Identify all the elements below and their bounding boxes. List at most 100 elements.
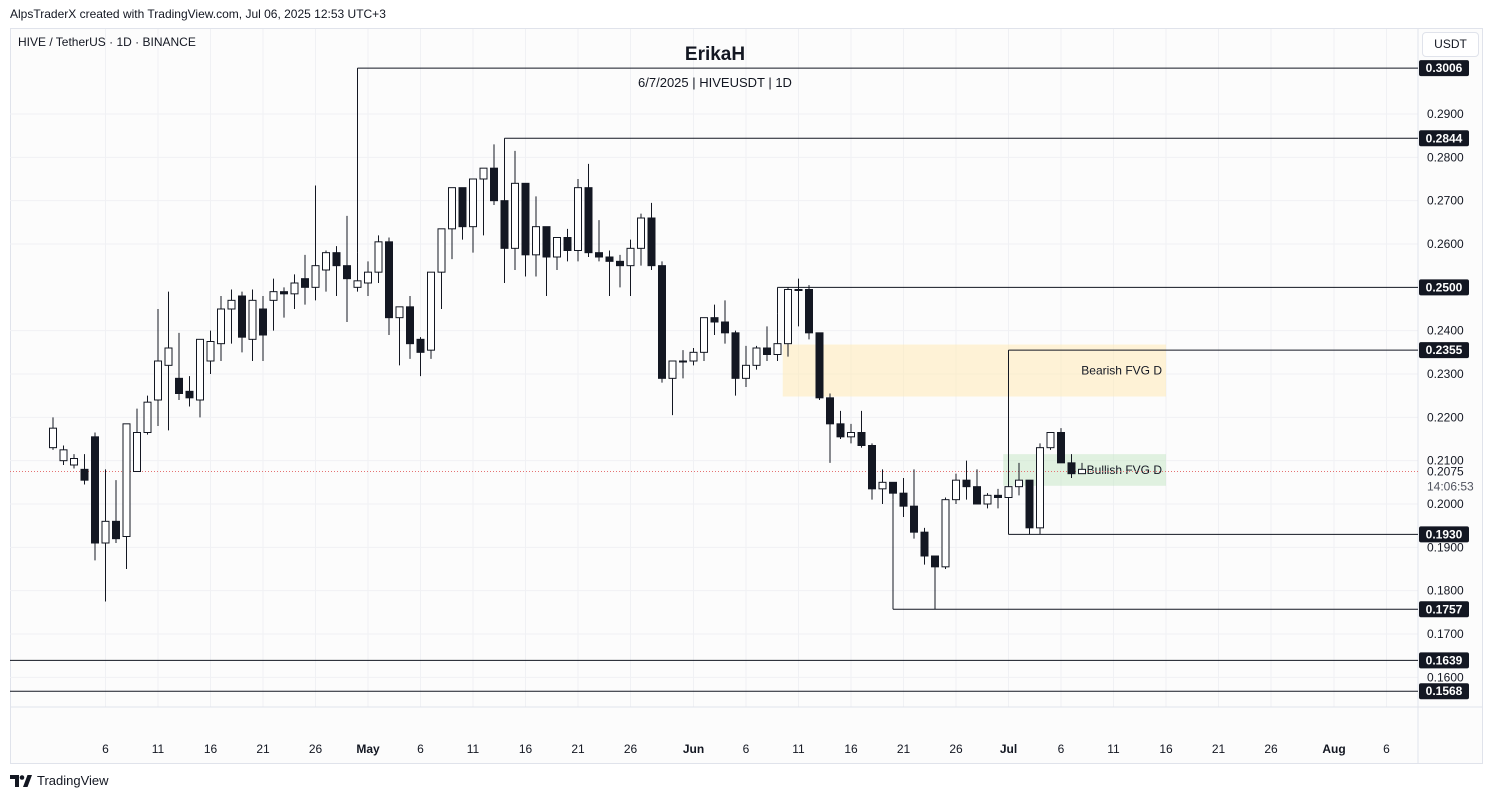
y-tick-label: 0.2600: [1427, 237, 1464, 251]
candle-body-bullish: [626, 247, 635, 267]
price-badge-label: 0.2355: [1426, 343, 1463, 357]
candle-body-bullish: [479, 167, 488, 180]
candle-body-bullish: [784, 289, 792, 345]
x-tick-label: 11: [1107, 742, 1120, 756]
candle-body-bullish: [322, 252, 330, 271]
candle-body-bullish: [311, 265, 320, 288]
candle-body-bearish: [542, 226, 551, 258]
price-badge-label: 0.1568: [1426, 684, 1463, 698]
candle-body-bullish: [364, 271, 372, 284]
y-tick-label: 0.2300: [1427, 367, 1464, 381]
candle-body-bullish: [49, 427, 57, 449]
candle-body-bearish: [931, 555, 939, 568]
candle-body-bearish: [595, 252, 603, 258]
countdown-label: 14:06:53: [1427, 480, 1474, 494]
candle-body-bearish: [647, 217, 656, 267]
candle-body-bearish: [175, 377, 183, 395]
x-tick-label: 21: [897, 742, 911, 756]
candle-body-bullish: [206, 341, 215, 362]
candle-body-bullish: [164, 347, 173, 366]
candle-body-bullish: [395, 306, 404, 319]
price-badge-label: 0.2500: [1426, 280, 1463, 294]
candle-body-bearish: [584, 187, 593, 254]
candle-body-bearish: [458, 187, 467, 228]
chart-subtitle: 6/7/2025 | HIVEUSDT | 1D: [638, 75, 792, 90]
y-tick-label: 0.2400: [1427, 324, 1464, 338]
candle-body-bearish: [385, 241, 393, 319]
x-tick-label: 11: [152, 742, 165, 756]
candle-body-bullish: [511, 182, 519, 249]
price-badge: [1419, 342, 1469, 359]
candle-body-bearish: [238, 295, 246, 338]
candle-body-bullish: [700, 317, 708, 353]
candle-body-bullish: [227, 299, 236, 310]
candle-body-bullish: [143, 401, 152, 433]
candle-body-bearish: [721, 321, 729, 334]
candle-body-bearish: [343, 265, 351, 280]
footer-brand[interactable]: TradingView: [10, 773, 109, 788]
candle-body-bullish: [668, 360, 677, 379]
candle-body-bearish: [815, 332, 824, 399]
fvg-zone-label: Bullish FVG D: [1087, 463, 1163, 477]
candle-body-bullish: [574, 187, 582, 252]
candle-body-bullish: [941, 499, 950, 568]
y-tick-label: 0.2000: [1427, 497, 1464, 511]
candle-body-bearish: [1025, 479, 1034, 529]
candle-body-bearish: [805, 289, 813, 334]
candle-body-bearish: [185, 390, 194, 399]
candle-body-bearish: [332, 252, 341, 267]
candle-body-bullish: [70, 458, 78, 466]
price-badge-label: 0.3006: [1426, 61, 1463, 75]
candle-body-bullish: [532, 226, 540, 256]
candle-body-bearish: [962, 479, 971, 488]
x-tick-label: 16: [1159, 742, 1173, 756]
x-tick-label: 11: [792, 742, 805, 756]
candle-body-bullish: [427, 271, 435, 351]
y-tick-label: 0.1700: [1427, 627, 1464, 641]
candle-body-bullish: [122, 423, 131, 538]
candle-body-bullish: [374, 241, 383, 273]
fvg-zone-label: Bearish FVG D: [1081, 364, 1162, 378]
candle-body-bullish: [217, 308, 225, 345]
candle-body-bearish: [994, 494, 1002, 499]
x-tick-label: 21: [1212, 742, 1226, 756]
candle-body-bullish: [196, 338, 204, 401]
currency-button[interactable]: USDT: [1422, 32, 1479, 57]
candle-body-bearish: [973, 486, 981, 505]
candle-body-bullish: [133, 432, 141, 472]
candle-body-bearish: [763, 347, 771, 355]
candle-body-bullish: [952, 479, 960, 501]
symbol-info: HIVE / TetherUS · 1D · BINANCE: [18, 35, 196, 49]
candle-body-bullish: [469, 178, 477, 228]
candle-body-bearish: [1067, 462, 1076, 475]
y-tick-label: 0.1600: [1427, 670, 1464, 684]
x-tick-label: 26: [1264, 742, 1278, 756]
candle-body-bearish: [910, 505, 918, 533]
x-tick-label: 26: [624, 742, 638, 756]
candle-body-bullish: [269, 291, 278, 301]
candle-body-bearish: [500, 200, 509, 249]
tradingview-logo-icon: [10, 774, 32, 787]
y-tick-label: 0.2700: [1427, 194, 1464, 208]
price-badge: [1419, 130, 1469, 147]
candle-body-bullish: [437, 228, 446, 273]
price-badge-label: 0.2844: [1426, 131, 1463, 145]
candle-body-bearish: [112, 520, 120, 540]
y-tick-label: 0.1800: [1427, 584, 1464, 598]
price-badge: [1419, 60, 1469, 77]
candle-body-bullish: [154, 360, 162, 401]
x-tick-label: 26: [949, 742, 963, 756]
candle-body-bearish: [406, 306, 414, 345]
price-badge-label: 0.1639: [1426, 653, 1463, 667]
candle-body-bearish: [1057, 432, 1065, 464]
candle-body-bearish: [80, 468, 89, 481]
x-tick-label: 6: [417, 742, 424, 756]
candle-body-bullish: [248, 299, 257, 340]
price-badge: [1419, 526, 1469, 543]
footer-brand-label: TradingView: [37, 773, 109, 788]
candle-body-bullish: [752, 347, 761, 366]
price-badge-label: 0.1930: [1426, 527, 1463, 541]
candle-body-bearish: [889, 481, 897, 494]
candle-body-bearish: [280, 291, 288, 295]
